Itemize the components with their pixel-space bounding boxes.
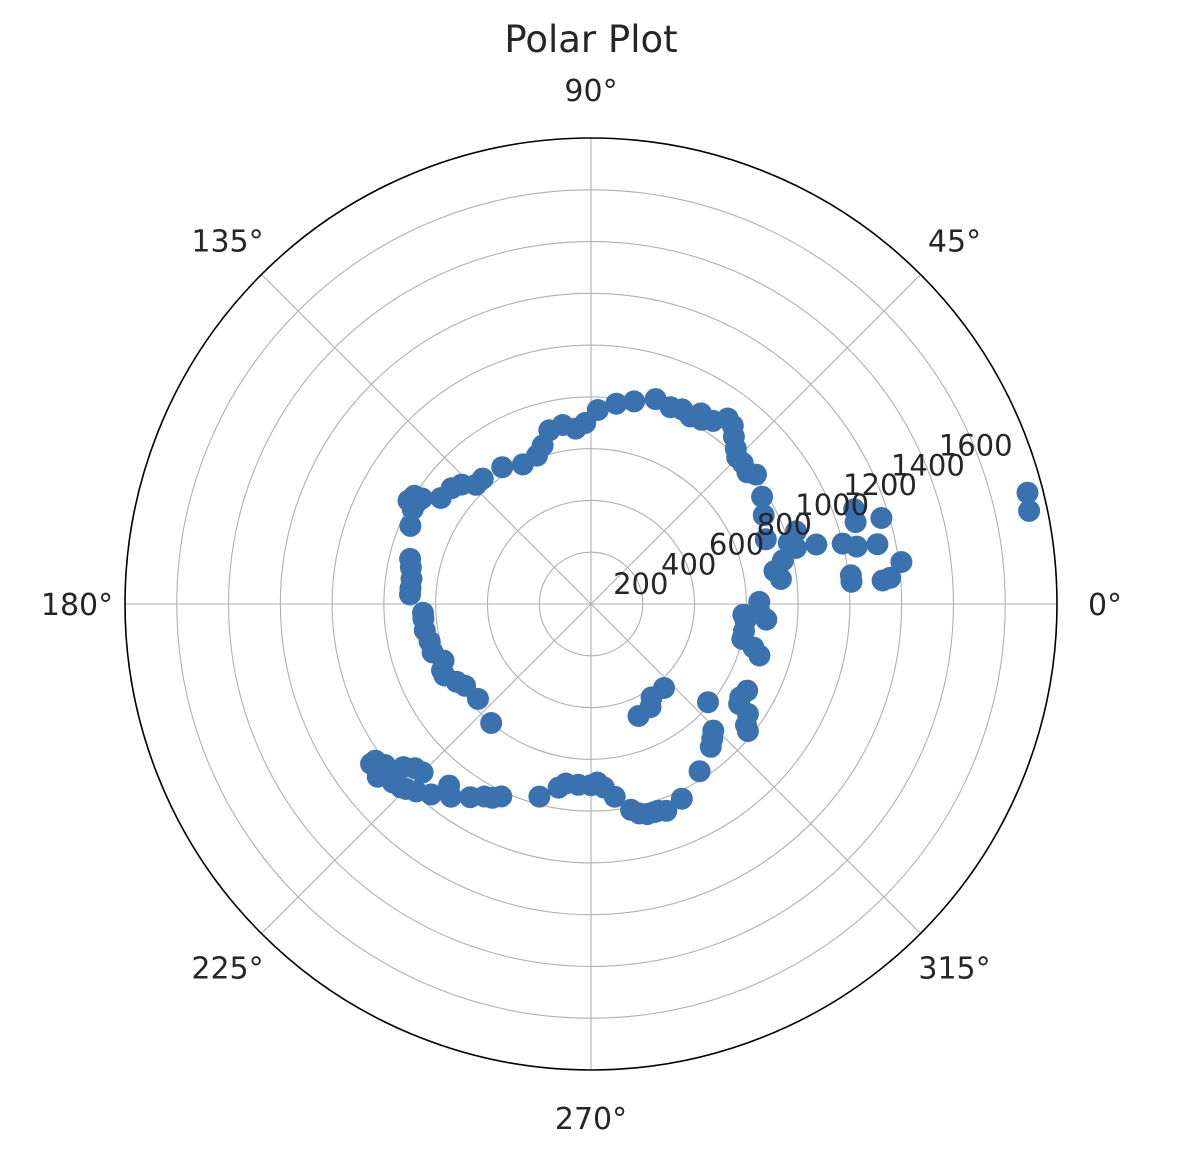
angular-gridline bbox=[590, 274, 921, 605]
data-point bbox=[644, 388, 667, 411]
angular-gridline bbox=[590, 603, 921, 934]
radial-tick-label: 1400 bbox=[891, 448, 965, 482]
data-point bbox=[702, 719, 725, 742]
data-point bbox=[755, 608, 778, 631]
data-point bbox=[697, 691, 719, 714]
data-point bbox=[879, 566, 902, 589]
data-point bbox=[511, 453, 534, 476]
data-point bbox=[490, 785, 513, 808]
data-point bbox=[627, 705, 650, 727]
radial-tick-label: 200 bbox=[613, 567, 668, 601]
data-point bbox=[653, 677, 675, 699]
data-point bbox=[399, 514, 422, 537]
data-point bbox=[491, 456, 514, 479]
angle-tick-label: 270° bbox=[555, 1102, 627, 1137]
radial-tick-label: 1000 bbox=[795, 488, 869, 522]
data-point bbox=[467, 687, 489, 710]
angle-tick-label: 180° bbox=[41, 588, 113, 623]
data-point bbox=[688, 760, 711, 783]
angle-tick-label: 315° bbox=[918, 952, 990, 987]
radial-tick-label: 1600 bbox=[939, 429, 1013, 463]
radial-tick-label: 400 bbox=[661, 547, 716, 581]
data-point bbox=[839, 564, 862, 587]
data-point bbox=[736, 720, 759, 743]
data-point bbox=[411, 761, 434, 784]
data-point bbox=[605, 392, 628, 415]
data-point bbox=[785, 520, 807, 543]
data-point bbox=[845, 535, 868, 558]
data-point bbox=[805, 533, 828, 556]
angle-tick-label: 0° bbox=[1088, 588, 1122, 623]
data-point bbox=[480, 712, 503, 734]
data-point bbox=[399, 583, 421, 606]
data-point bbox=[1016, 481, 1039, 504]
data-point bbox=[655, 799, 678, 822]
data-point bbox=[603, 785, 626, 808]
data-points bbox=[360, 388, 1041, 826]
data-point bbox=[843, 498, 866, 521]
angle-tick-label: 45° bbox=[928, 225, 981, 260]
chart-title: Polar Plot bbox=[504, 18, 677, 61]
data-point bbox=[1018, 499, 1041, 522]
data-point bbox=[670, 787, 693, 810]
outer-ring bbox=[124, 137, 1058, 1071]
angle-tick-label: 225° bbox=[191, 952, 263, 987]
data-point bbox=[440, 785, 462, 808]
data-point bbox=[401, 498, 424, 521]
data-point bbox=[870, 507, 893, 529]
data-point bbox=[528, 785, 551, 808]
data-point bbox=[751, 485, 774, 508]
data-point bbox=[754, 528, 777, 551]
angular-gridline bbox=[261, 274, 592, 605]
data-point bbox=[890, 551, 913, 573]
data-point bbox=[429, 487, 452, 509]
data-point bbox=[732, 603, 755, 626]
data-point bbox=[866, 533, 889, 556]
data-point bbox=[420, 783, 443, 806]
radial-tick-label: 800 bbox=[757, 508, 812, 542]
data-point bbox=[752, 504, 775, 527]
polar-grid bbox=[125, 138, 1057, 1070]
radial-tick-label: 1200 bbox=[843, 468, 917, 502]
radial-tick-label: 600 bbox=[709, 528, 764, 562]
angle-tick-label: 90° bbox=[564, 74, 617, 109]
data-point bbox=[623, 390, 646, 413]
angle-tick-label: 135° bbox=[191, 225, 263, 260]
